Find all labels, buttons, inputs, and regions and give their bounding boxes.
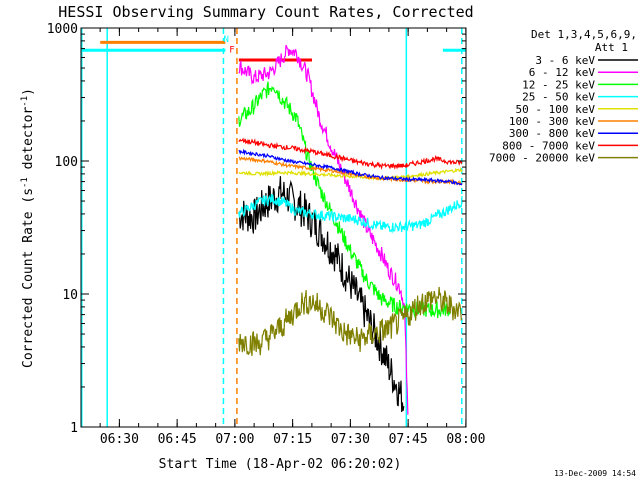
y-axis-label: Corrected Count Rate (s-1 detector-1) (20, 88, 36, 368)
legend-label-4: 50 - 100 keV (516, 103, 596, 116)
x-axis-label: Start Time (18-Apr-02 06:20:02) (159, 457, 402, 472)
flag-label: N (223, 35, 228, 45)
legend-title-line1: Det 1,3,4,5,6,9, (531, 28, 637, 41)
axes: 06:30 06:45 07:00 07:15 07:30 07:45 08:00 1 10 10… (47, 22, 486, 447)
y-tick-label: 100 (55, 155, 78, 170)
x-tick-label: 07:00 (215, 432, 254, 447)
x-tick-label: 07:15 (273, 432, 312, 447)
series-line-7 (238, 137, 463, 171)
x-tick-label: 06:30 (100, 432, 139, 447)
y-tick-label: 1 (70, 421, 78, 436)
series-line-8 (238, 286, 463, 356)
legend-label-1: 6 - 12 keV (529, 66, 596, 79)
x-tick-label: 07:45 (389, 432, 428, 447)
x-tick-label: 08:00 (446, 432, 485, 447)
series-line-6 (238, 148, 463, 186)
x-tick-label: 06:45 (158, 432, 197, 447)
chart-title: HESSI Observing Summary Count Rates, Cor… (58, 3, 473, 21)
legend-label-5: 100 - 300 keV (509, 115, 595, 128)
series-line-3 (238, 194, 463, 234)
legend-label-2: 12 - 25 keV (522, 78, 595, 91)
legend-label-7: 800 - 7000 keV (502, 139, 595, 152)
y-tick-label: 1000 (47, 22, 78, 37)
series-line-0 (238, 176, 405, 413)
legend-title-line2: Att 1 (595, 41, 628, 54)
y-tick-label: 10 (62, 288, 78, 303)
footer-timestamp: 13-Dec-2009 14:54 (554, 469, 636, 478)
legend-label-6: 300 - 800 keV (509, 127, 595, 140)
flag-label: F (229, 46, 234, 56)
series-line-4 (238, 167, 463, 182)
series-line-5 (238, 156, 463, 187)
legend-label-8: 7000 - 20000 keV (489, 152, 595, 165)
flag-bars: NF (81, 35, 466, 62)
series-line-1 (238, 44, 409, 415)
legend-label-0: 3 - 6 keV (535, 54, 595, 67)
series-group (238, 44, 463, 415)
x-tick-label: 07:30 (331, 432, 370, 447)
legend-label-3: 25 - 50 keV (522, 91, 595, 104)
